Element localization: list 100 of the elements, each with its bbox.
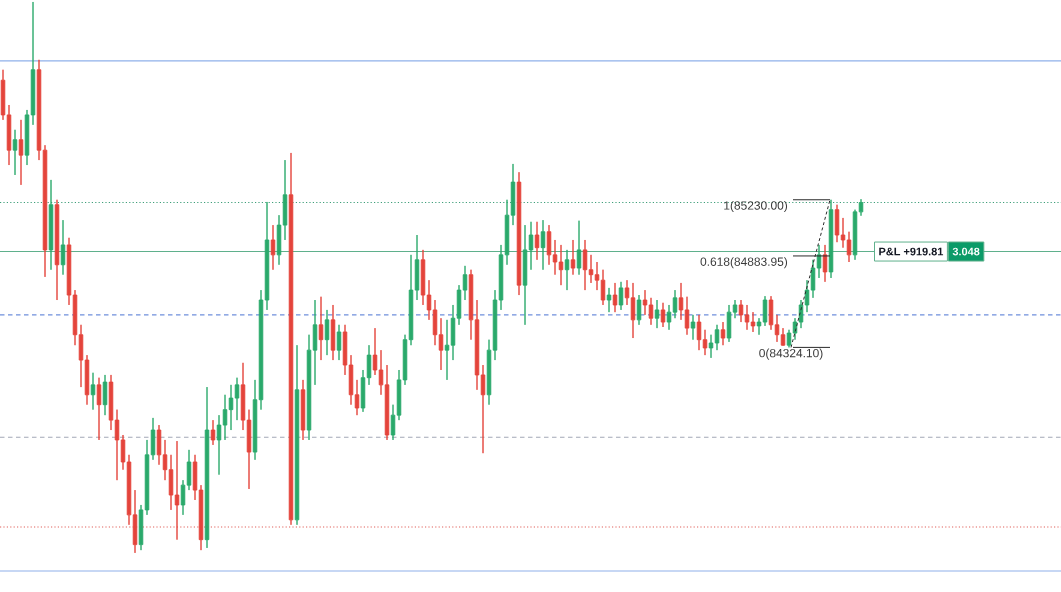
candlestick: [126, 454, 132, 526]
candlestick: [780, 327, 786, 347]
candlestick: [648, 297, 654, 326]
candlestick: [48, 179, 54, 271]
candlestick: [666, 304, 672, 331]
candlestick: [384, 364, 390, 441]
candlestick: [510, 163, 516, 226]
candlestick: [84, 354, 90, 406]
candlestick: [420, 249, 426, 306]
candlestick: [540, 219, 546, 271]
candlestick: [840, 217, 846, 249]
candlestick: [252, 379, 258, 461]
candlestick: [438, 317, 444, 371]
candlestick: [120, 434, 126, 471]
candlestick: [96, 377, 102, 441]
annotation: 0.618(84883.95): [700, 257, 788, 269]
candlestick: [168, 454, 174, 511]
candlestick: [558, 244, 564, 286]
candlestick: [372, 327, 378, 376]
candlestick: [486, 339, 492, 406]
candlestick: [60, 219, 66, 276]
candlestick: [102, 374, 108, 416]
candlestick: [678, 282, 684, 321]
candlestick: [378, 349, 384, 396]
candlestick: [690, 314, 696, 341]
candlestick: [258, 289, 264, 411]
candlestick: [318, 296, 324, 361]
candlestick: [456, 284, 462, 326]
candlestick: [504, 199, 510, 266]
candlestick: [630, 282, 636, 339]
candlestick: [174, 440, 180, 541]
candlestick: [216, 414, 222, 476]
candlestick: [516, 171, 522, 296]
candlestick: [138, 504, 144, 551]
candlestick: [408, 254, 414, 346]
candlestick: [750, 311, 756, 333]
annotation: 1(85230.00): [724, 200, 788, 213]
candlestick: [594, 261, 600, 291]
candlestick: [354, 379, 360, 416]
candlestick: [0, 69, 6, 121]
candlestick: [852, 209, 858, 261]
candlestick: [786, 329, 792, 348]
candlestick: [804, 279, 810, 313]
candlestick: [78, 324, 84, 388]
candlestick: [114, 409, 120, 481]
candlestick: [720, 321, 726, 346]
candlestick: [210, 419, 216, 446]
candlestick: [606, 287, 612, 313]
candlestick: [150, 417, 156, 461]
candlestick: [234, 377, 240, 421]
candlestick: [702, 329, 708, 356]
candlestick: [762, 295, 768, 327]
candlestick: [222, 394, 228, 441]
candlestick: [696, 314, 702, 351]
candlestick: [768, 295, 774, 331]
candlestick: [366, 344, 372, 386]
candlestick: [294, 344, 300, 526]
candlestick: [264, 201, 270, 311]
candlestick: [564, 249, 570, 291]
candlestick: [306, 334, 312, 441]
candlestick: [108, 374, 114, 431]
candlestick: [12, 129, 18, 176]
candlestick: [846, 231, 852, 263]
candlestick: [432, 299, 438, 346]
candlestick: [336, 324, 342, 361]
candlestick: [858, 198, 864, 217]
annotation: P&L +919.81: [879, 247, 944, 256]
candlestick: [570, 239, 576, 276]
candlestick: [180, 479, 186, 516]
candlestick: [708, 334, 714, 359]
candlestick: [774, 314, 780, 343]
candlestick: [654, 299, 660, 329]
candlestick: [312, 299, 318, 386]
candlestick: [642, 289, 648, 316]
candlestick: [342, 324, 348, 376]
candlestick: [198, 484, 204, 551]
candlestick: [72, 289, 78, 346]
candlestick: [726, 304, 732, 343]
candlestick: [534, 221, 540, 261]
candlestick: [576, 220, 582, 276]
candlestick: [288, 152, 294, 526]
candlestick: [618, 281, 624, 311]
candlestick: [324, 309, 330, 356]
candlestick: [24, 109, 30, 166]
candlestick: [390, 404, 396, 441]
candlestick: [36, 59, 42, 161]
candlestick: [30, 1, 36, 126]
candlestick: [54, 199, 60, 301]
annotation: 0(84324.10): [759, 348, 823, 360]
candlestick: [624, 279, 630, 306]
candlestick: [468, 269, 474, 341]
candlestick: [66, 237, 72, 306]
candlestick: [360, 369, 366, 413]
candlestick: [444, 319, 450, 381]
candlestick: [492, 289, 498, 361]
candlestick: [414, 234, 420, 301]
candlestick: [282, 159, 288, 241]
candlestick: [810, 259, 816, 299]
candlestick: [684, 296, 690, 336]
candlestick: [474, 299, 480, 391]
